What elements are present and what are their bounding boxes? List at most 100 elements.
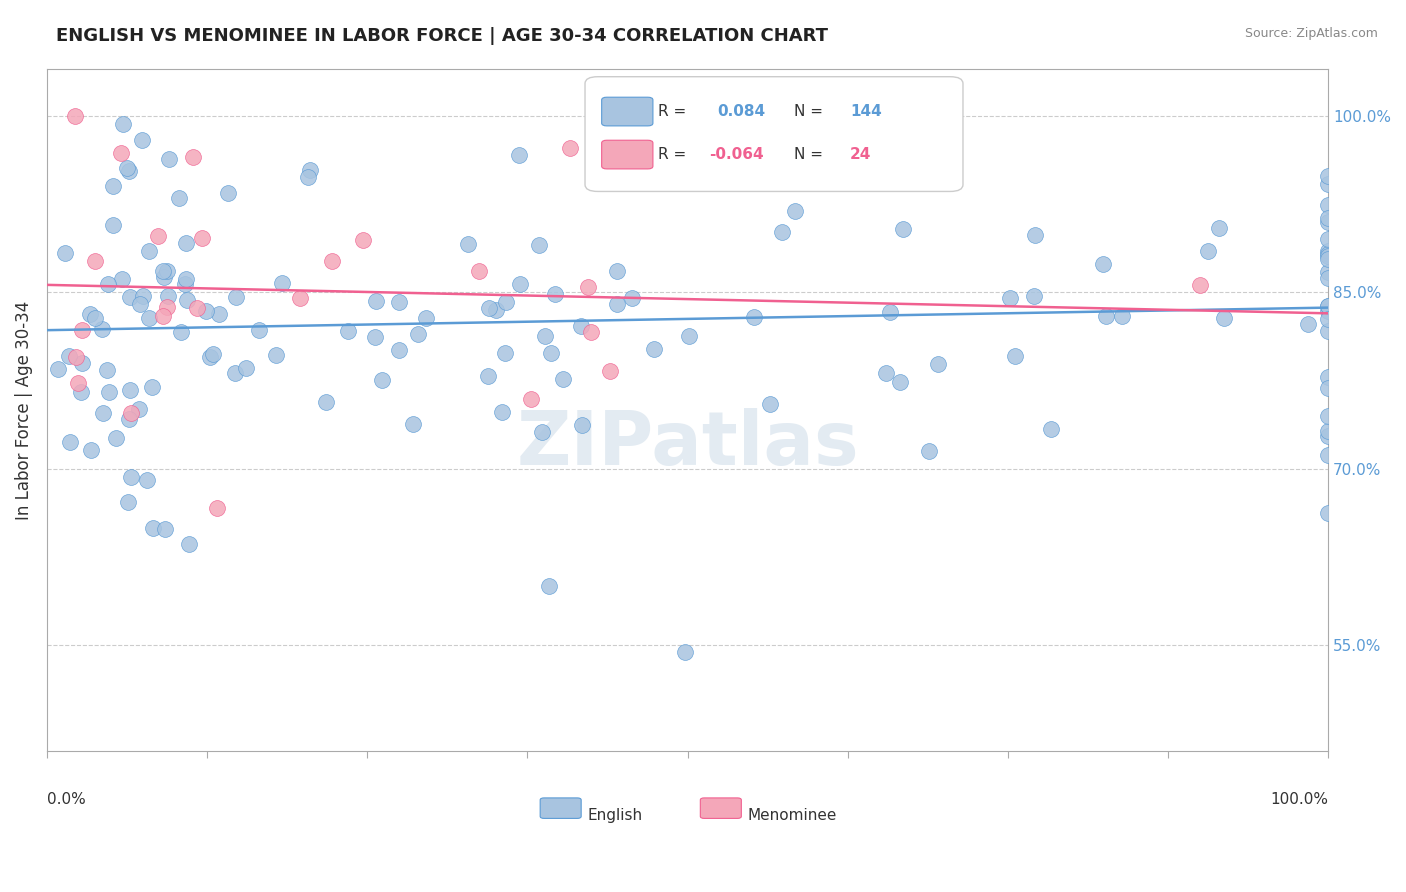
Point (1208, 221, 1230, 235)
Point (371, 373, 394, 387)
Point (156, 264, 179, 278)
Point (131, 132, 153, 146)
Point (225, 290, 247, 304)
Point (491, 405, 513, 419)
Point (170, 325, 193, 339)
Point (80, 442, 103, 457)
Point (624, 149, 647, 163)
Point (599, 364, 621, 378)
Point (321, 254, 343, 268)
FancyBboxPatch shape (540, 798, 581, 818)
Point (606, 297, 628, 311)
Point (138, 310, 160, 325)
Point (1317, 169, 1340, 183)
Text: N =: N = (794, 147, 823, 162)
Point (508, 148, 530, 162)
Point (111, 271, 134, 285)
Point (643, 342, 665, 356)
FancyBboxPatch shape (585, 77, 963, 192)
Point (1317, 381, 1340, 395)
Point (1317, 215, 1340, 229)
Point (174, 272, 197, 286)
Point (1317, 247, 1340, 261)
Point (675, 645, 697, 659)
Text: 0.084: 0.084 (717, 104, 765, 119)
Point (898, 123, 921, 137)
Text: Menominee: Menominee (748, 808, 837, 823)
Point (457, 236, 479, 251)
Point (509, 277, 531, 291)
Point (315, 395, 337, 409)
Point (65, 350, 87, 364)
Point (83, 254, 105, 268)
Point (138, 244, 160, 259)
Point (110, 146, 132, 161)
FancyBboxPatch shape (700, 798, 741, 818)
Text: ZIPatlas: ZIPatlas (516, 408, 859, 481)
Point (1296, 318, 1319, 332)
Point (142, 521, 165, 535)
Point (120, 469, 142, 483)
Text: R =: R = (658, 104, 686, 119)
Point (1197, 244, 1219, 258)
Text: Source: ZipAtlas.com: Source: ZipAtlas.com (1244, 27, 1378, 40)
FancyBboxPatch shape (602, 97, 652, 126)
Point (364, 293, 387, 308)
Point (186, 301, 208, 316)
Point (918, 443, 941, 458)
Point (67, 376, 90, 390)
Point (224, 366, 246, 380)
Point (579, 325, 602, 339)
Point (177, 537, 200, 551)
Point (477, 368, 499, 383)
Point (157, 153, 180, 167)
Point (90, 322, 112, 336)
Point (1111, 310, 1133, 324)
Point (202, 346, 225, 360)
Point (529, 238, 551, 252)
Point (485, 302, 508, 317)
Point (194, 303, 217, 318)
Point (118, 411, 141, 425)
Text: English: English (588, 808, 643, 823)
Point (875, 366, 897, 380)
Point (288, 291, 311, 305)
Point (1317, 424, 1340, 438)
Point (1317, 312, 1340, 326)
Point (205, 501, 228, 516)
Point (337, 324, 360, 338)
Point (1317, 232, 1340, 246)
Point (152, 309, 174, 323)
Point (1317, 448, 1340, 462)
Point (1317, 252, 1340, 266)
Point (544, 287, 567, 301)
Point (402, 417, 425, 431)
Point (495, 295, 517, 310)
Text: ENGLISH VS MENOMINEE IN LABOR FORCE | AGE 30-34 CORRELATION CHART: ENGLISH VS MENOMINEE IN LABOR FORCE | AG… (56, 27, 828, 45)
Point (118, 383, 141, 397)
Point (1317, 428, 1340, 442)
Point (533, 329, 555, 343)
Point (153, 270, 176, 285)
Point (891, 221, 914, 235)
Point (1317, 211, 1340, 226)
Point (198, 350, 221, 364)
Point (207, 307, 229, 321)
Point (101, 179, 124, 194)
Point (678, 328, 700, 343)
Point (101, 218, 124, 232)
Point (1317, 299, 1340, 313)
Point (1317, 304, 1340, 318)
Point (1317, 244, 1340, 258)
Point (620, 291, 643, 305)
Point (1317, 506, 1340, 520)
Point (1039, 422, 1062, 436)
Point (176, 293, 198, 307)
Point (112, 117, 135, 131)
FancyBboxPatch shape (602, 140, 652, 169)
Point (1317, 409, 1340, 424)
Text: 0.0%: 0.0% (46, 792, 86, 807)
Point (191, 231, 214, 245)
Point (266, 348, 288, 362)
Point (70, 355, 93, 369)
